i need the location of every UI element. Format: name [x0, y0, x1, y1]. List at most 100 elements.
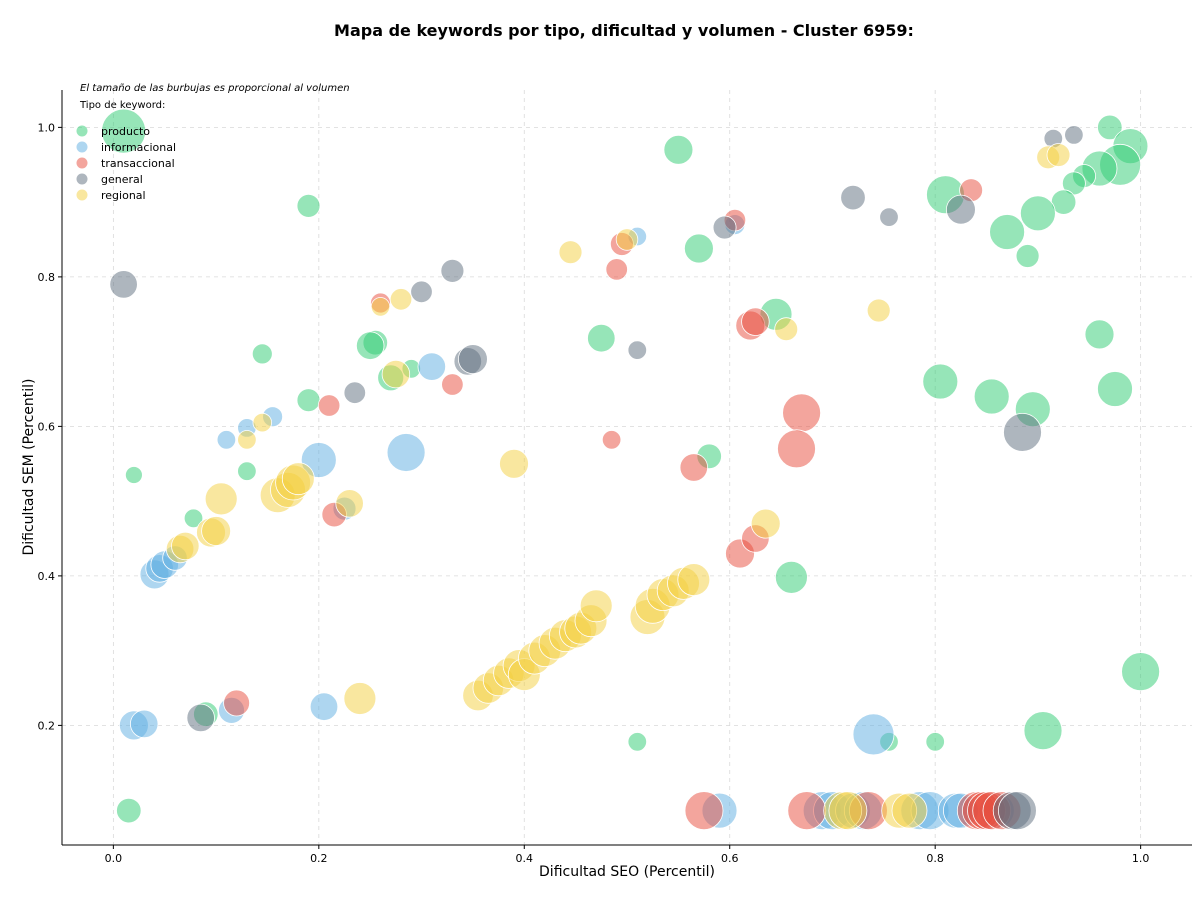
bubble-regional: [343, 682, 377, 715]
y-tick-label: 0.6: [38, 420, 56, 433]
bubble-producto: [296, 193, 321, 218]
bubble-producto: [101, 108, 146, 154]
bubble-producto: [973, 378, 1010, 415]
bubble-informacional: [852, 713, 895, 756]
legend-title: Tipo de keyword:: [79, 100, 165, 111]
bubble-informacional: [417, 352, 447, 381]
bubble-general: [712, 215, 737, 240]
bubble-producto: [356, 331, 385, 360]
bubble-regional: [171, 531, 200, 561]
x-tick-label: 0.4: [516, 852, 534, 865]
legend-label-informacional: informacional: [101, 141, 176, 154]
bubble-general: [109, 270, 138, 299]
bubble-producto: [627, 732, 648, 752]
bubble-transaccional: [317, 394, 341, 417]
legend-marker-informacional: [76, 141, 88, 153]
bubble-regional: [335, 489, 364, 518]
bubble-producto: [251, 343, 273, 365]
bubble-general: [946, 194, 976, 225]
y-tick-label: 0.4: [38, 570, 56, 583]
bubble-producto: [183, 508, 204, 529]
legend-marker-producto: [76, 125, 88, 137]
y-tick-label: 0.8: [38, 271, 56, 284]
bubble-general: [840, 184, 866, 211]
bubble-transaccional: [741, 307, 770, 336]
chart-title: Mapa de keywords por tipo, dificultad y …: [334, 21, 914, 40]
bubble-producto: [663, 134, 694, 165]
legend-label-transaccional: transaccional: [101, 157, 175, 170]
bubble-producto: [1097, 114, 1123, 141]
bubble-informacional: [309, 692, 339, 721]
bubble-general: [998, 791, 1037, 830]
y-tick-label: 0.2: [38, 719, 56, 732]
bubble-regional: [750, 508, 781, 539]
bubble-producto: [775, 561, 808, 594]
legend-label-general: general: [101, 173, 143, 186]
legend-marker-regional: [76, 189, 88, 201]
bubbles: [101, 108, 1160, 830]
bubble-producto: [237, 461, 257, 481]
bubble-general: [410, 280, 433, 304]
bubble-informacional: [216, 430, 237, 450]
bubble-transaccional: [782, 393, 821, 433]
bubble-regional: [252, 412, 272, 433]
bubble-general: [343, 381, 367, 404]
bubble-general: [879, 207, 899, 227]
bubble-informacional: [129, 709, 159, 739]
axes: [61, 90, 1192, 846]
bubble-producto: [989, 214, 1025, 250]
x-tick-label: 1.0: [1132, 852, 1150, 865]
legend-marker-transaccional: [76, 157, 88, 169]
bubble-regional: [615, 228, 639, 251]
bubble-regional: [237, 430, 257, 450]
bubble-regional: [558, 240, 583, 265]
bubble-transaccional: [223, 689, 251, 717]
bubble-producto: [116, 797, 142, 824]
bubble-regional: [866, 298, 891, 323]
bubble-producto: [587, 324, 616, 353]
bubble-producto: [1015, 244, 1040, 268]
bubble-general: [440, 258, 465, 283]
x-axis-title: Dificultad SEO (Percentil): [539, 864, 715, 880]
legend-label-regional: regional: [101, 189, 146, 202]
y-tick-label: 1.0: [38, 121, 56, 134]
bubble-producto: [922, 363, 959, 400]
bubble-regional: [774, 317, 799, 342]
y-axis-title: Dificultad SEM (Percentil): [21, 379, 37, 556]
bubble-regional: [891, 792, 928, 829]
legend-label-producto: producto: [101, 125, 150, 138]
bubble-producto: [1023, 711, 1063, 750]
bubble-producto: [684, 233, 714, 264]
bubble-general: [186, 703, 215, 733]
bubble-transaccional: [787, 791, 827, 830]
x-tick-label: 0.8: [926, 852, 944, 865]
bubble-regional: [370, 297, 391, 317]
bubble-regional: [828, 791, 868, 830]
bubble-producto: [1084, 319, 1115, 350]
bubble-producto: [1097, 371, 1133, 407]
bubble-regional: [677, 563, 711, 596]
bubble-regional: [381, 359, 411, 389]
bubble-informacional: [386, 433, 426, 472]
x-tick-label: 0.2: [310, 852, 328, 865]
bubble-transaccional: [777, 429, 816, 469]
x-tick-label: 0.0: [105, 852, 123, 865]
bubble-transaccional: [679, 453, 709, 482]
bubble-general: [457, 344, 488, 375]
bubble-transaccional: [684, 791, 724, 830]
bubble-producto: [124, 466, 143, 484]
bubble-producto: [296, 388, 321, 413]
bubble-regional: [1046, 143, 1071, 167]
bubble-producto: [1121, 652, 1160, 691]
bubble-transaccional: [605, 258, 628, 281]
bubble-regional: [281, 462, 315, 496]
ticks: 0.0 0.2 0.4 0.6 0.8 1.0 0.2 0.4 0.6 0.8 1.0: [38, 121, 1150, 865]
bubble-regional: [499, 448, 529, 479]
bubble-regional: [204, 482, 238, 516]
bubble-producto: [925, 732, 945, 752]
bubble-transaccional: [601, 430, 622, 450]
grid: [62, 90, 1192, 845]
bubble-general: [1003, 412, 1042, 452]
